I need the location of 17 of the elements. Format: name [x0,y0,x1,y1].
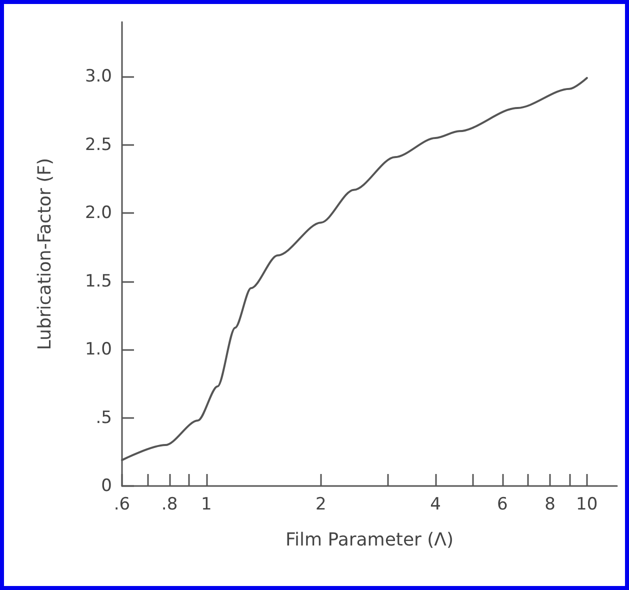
y-tick-label: 2.0 [84,203,112,224]
y-axis-title: Lubrication-Factor (F) [34,158,56,350]
x-tick-label: .8 [161,494,178,514]
x-tick-label: .6 [114,494,130,514]
y-tick-label: 0 [101,476,112,496]
y-tick-label: 1.5 [84,271,112,292]
x-tick-label: 6 [497,494,508,514]
x-tick-label: 1 [200,494,212,514]
y-tick-label: 3.0 [84,66,112,87]
x-tick-label: 8 [544,494,556,514]
x-tick-label: 4 [430,494,441,514]
x-tick-label: 10 [576,494,598,514]
y-tick-label: 2.5 [84,134,112,155]
x-axis-title: Film Parameter (Λ) [285,530,454,550]
y-tick-label: 1.0 [84,340,112,360]
x-tick-label: 2 [316,494,326,514]
y-tick-label: .5 [96,408,112,428]
